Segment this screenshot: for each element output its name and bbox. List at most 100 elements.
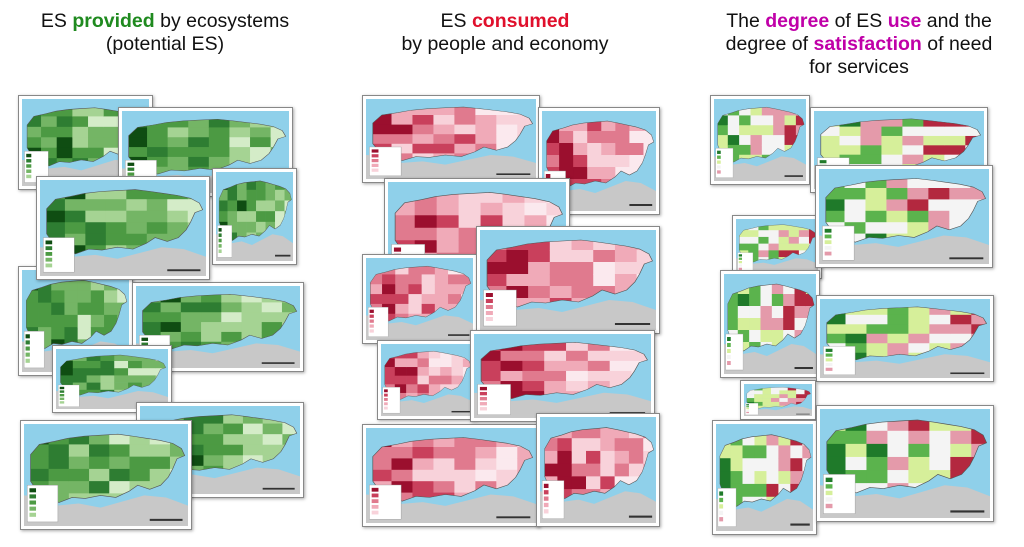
country-outline [826,419,988,494]
region-cell [56,126,73,138]
region-cell [90,280,105,291]
scale-bar [614,323,651,325]
region-cell [865,178,887,189]
region-cell [56,116,73,128]
region-cell [908,470,930,484]
region-cell [587,167,602,180]
region-cell [114,368,129,376]
region-cell [761,135,774,146]
scale-bar [496,516,531,519]
region-cell [742,483,755,498]
region-cell [104,302,118,316]
foreign-land [381,394,473,416]
region-cell [748,257,759,263]
region-cell [826,324,847,335]
region-cell [51,280,65,291]
region-cell [395,227,416,241]
region-cell [750,125,763,136]
region-cell [750,144,763,156]
region-cell [417,351,430,359]
region-cell [109,481,131,494]
legend-swatch [29,488,37,493]
region-cell [820,126,841,137]
region-cell [802,445,812,459]
region-cell [142,322,162,333]
region-cell [89,456,110,470]
region-cell [866,314,888,325]
region-cell [971,314,987,325]
region-cell [38,339,52,349]
region-cell [566,350,589,362]
region-cell [219,189,228,201]
region-cell [796,390,805,395]
country-outline [486,239,653,308]
title-text: (potential ES) [105,33,225,55]
region-cell [241,322,263,333]
region-cell [628,463,644,477]
legend-swatch [45,240,53,245]
region-cell [103,137,120,149]
region-cell [615,121,630,132]
region-cell [60,375,74,383]
region-cell [201,302,222,313]
region-cell [60,361,74,369]
region-cell [370,284,383,295]
legend-swatch [738,257,743,260]
region-cell [881,135,903,146]
region-cell [766,434,779,446]
region-cell [496,134,518,145]
region-cell [754,405,763,409]
region-cell [246,189,257,201]
region-cell [573,121,588,132]
region-cell [615,143,630,156]
region-cell [573,131,588,144]
region-cell [261,302,283,313]
region-cell [275,211,285,223]
region-cell [500,391,523,399]
region-cell [100,361,115,369]
region-cell [440,367,452,377]
region-cell [500,350,523,362]
region-cell [601,131,616,144]
region-cell [146,222,168,235]
region-cell [129,456,151,470]
map-thumbnail [816,295,994,382]
region-cell [923,135,945,146]
region-cell [68,444,90,458]
region-cell [788,243,800,251]
region-cell [844,210,867,223]
russia-choropleth-map [24,424,188,526]
legend-swatch [824,251,832,256]
region-cell [845,324,868,335]
region-cell [408,284,422,295]
region-cell [758,236,769,244]
region-cell [458,192,482,204]
legend-swatch [746,409,749,412]
region-cell [887,343,909,354]
region-cell [739,135,751,146]
region-cell [77,290,92,304]
legend-swatch [727,355,731,359]
region-cell [100,382,115,391]
region-cell [615,131,630,144]
region-cell [522,370,545,382]
region-cell [90,314,105,328]
region-cell [421,274,436,285]
region-cell [219,211,228,223]
region-cell [566,381,589,392]
legend-swatch [738,264,743,267]
scale-bar [609,412,646,414]
region-cell [887,333,909,344]
region-cell [114,382,129,391]
region-cell [128,368,143,376]
region-cell [475,469,497,482]
region-cell [502,192,526,204]
country-outline [218,180,292,241]
region-cell [262,434,283,446]
region-cell [865,188,887,200]
region-cell [760,330,773,343]
region-cell [766,458,779,472]
region-cell [262,423,283,435]
legend-swatch [371,493,379,498]
region-cell [391,469,414,482]
